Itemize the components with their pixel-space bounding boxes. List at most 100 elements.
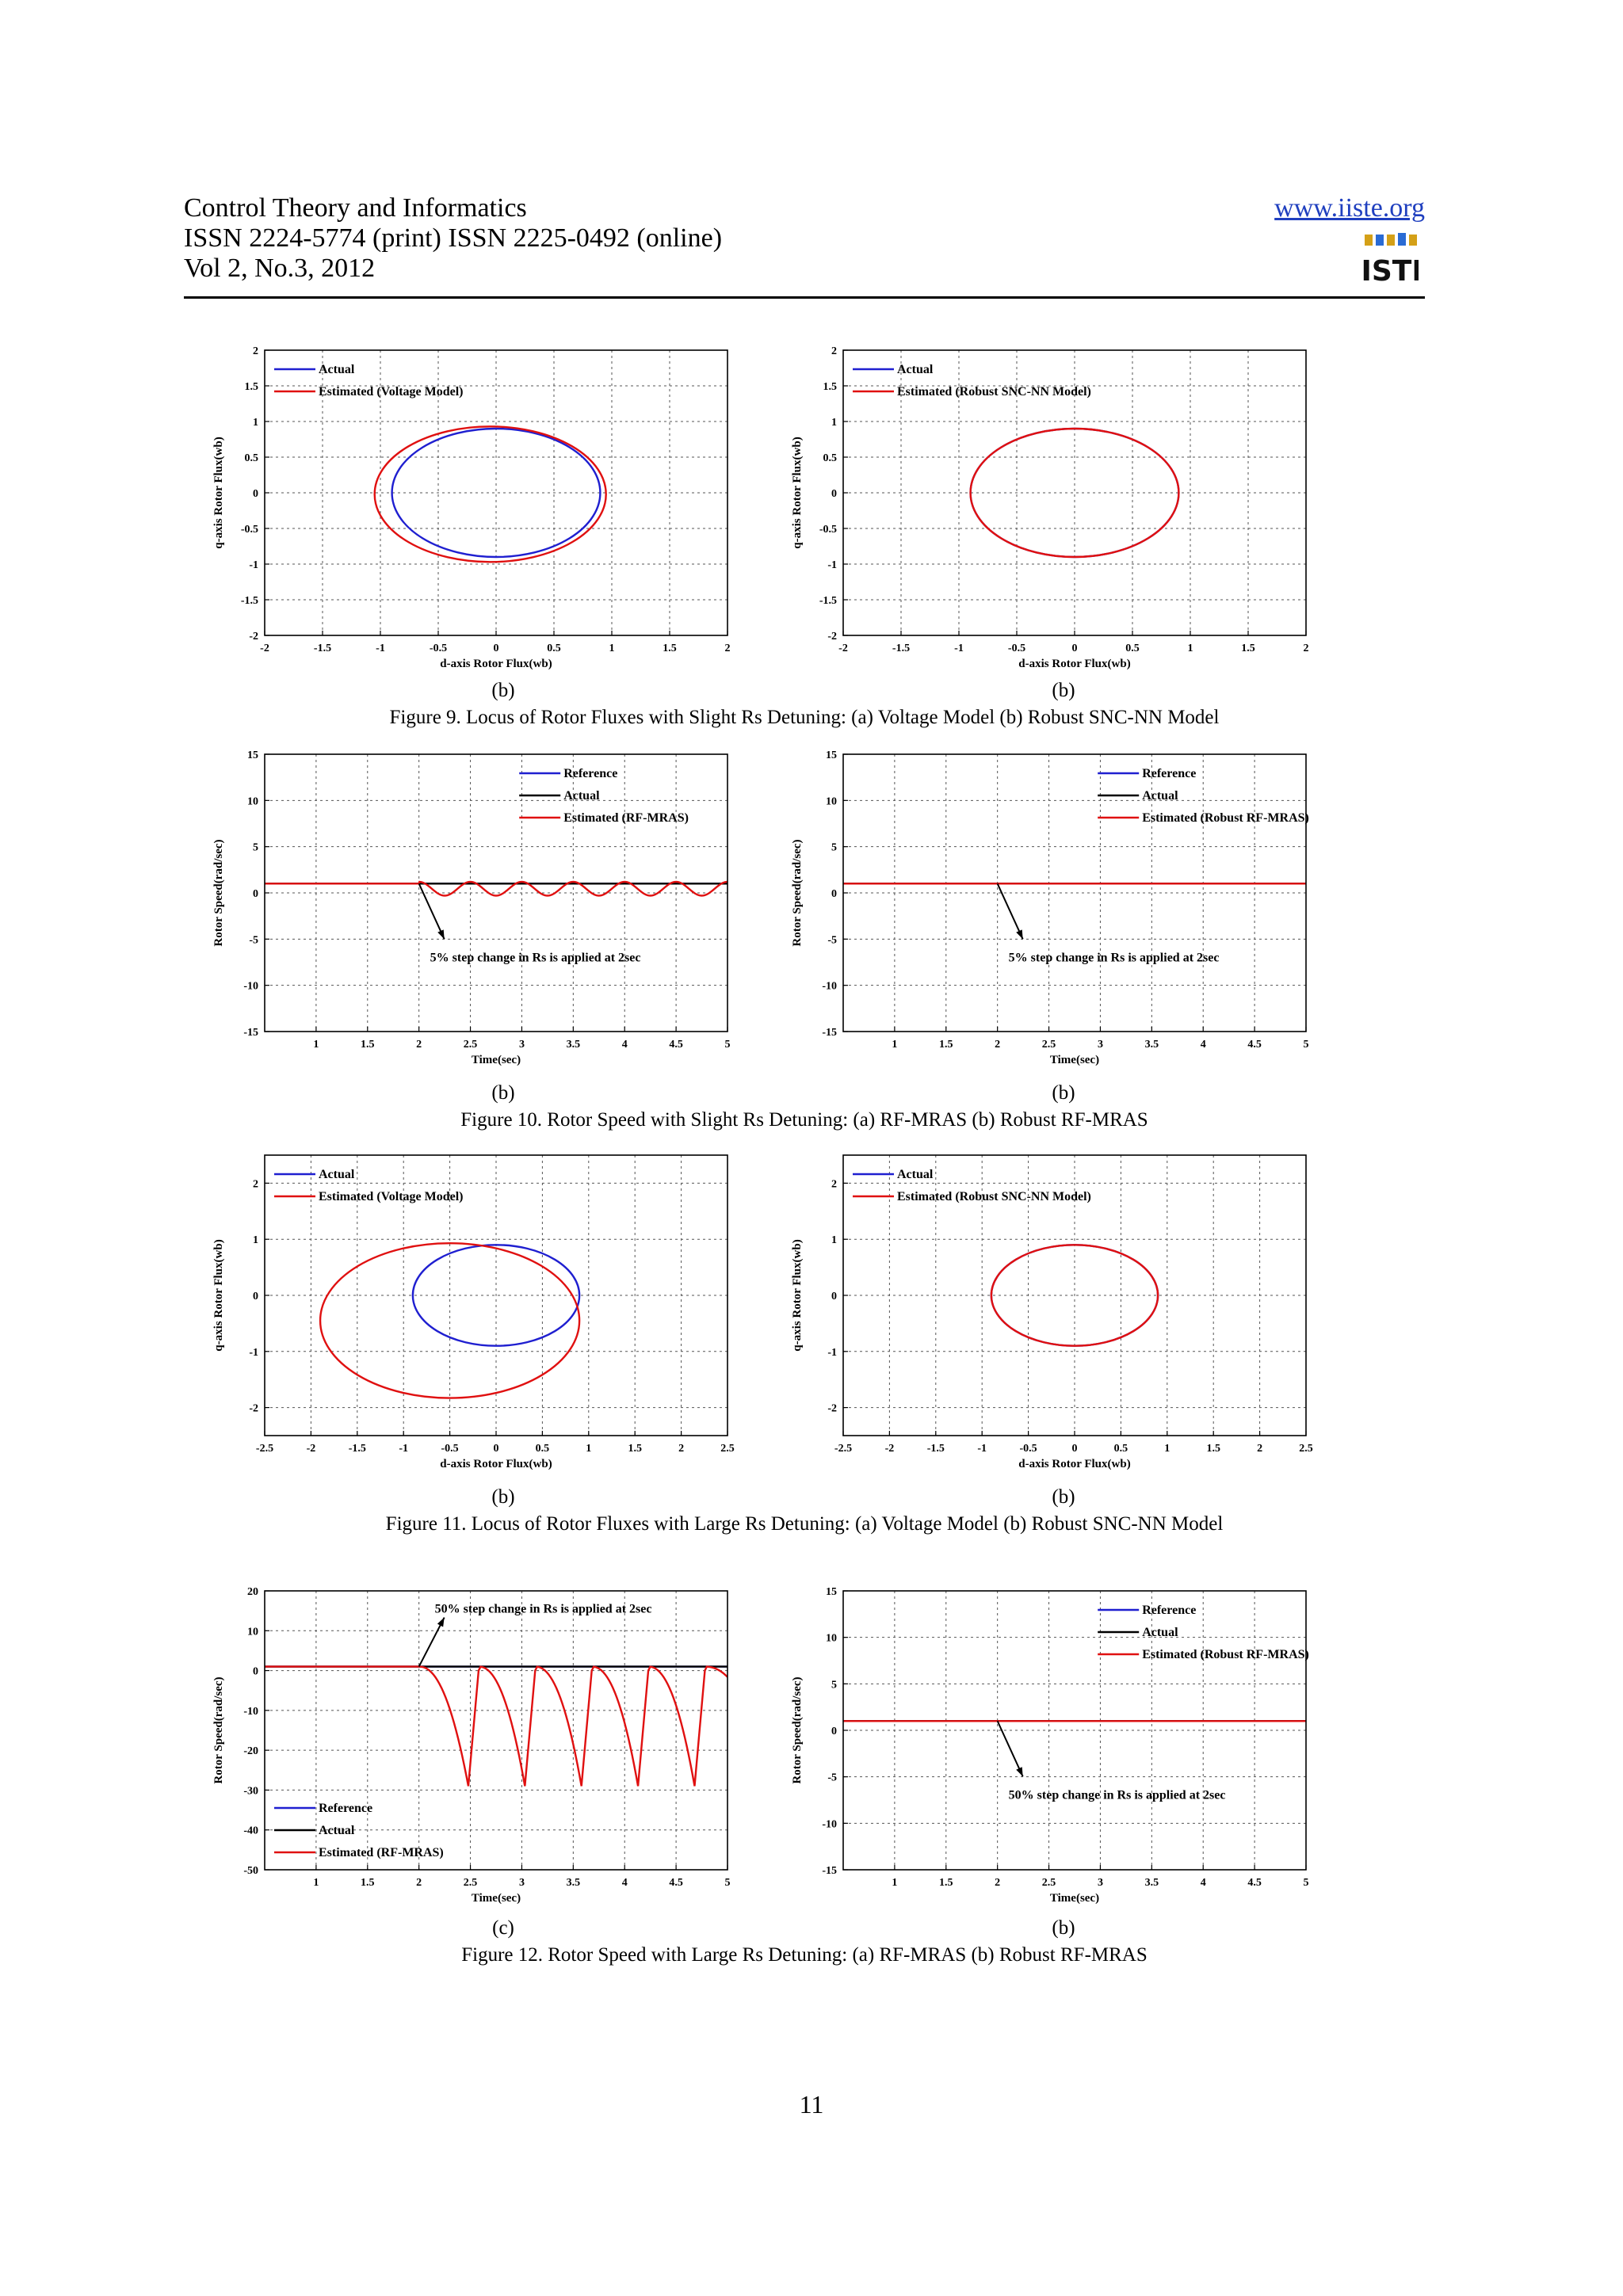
tick-label-y: 5: [253, 842, 258, 854]
tick-label-x: 0: [494, 1443, 499, 1455]
tick-label-x: 3: [519, 1039, 525, 1051]
tick-label-x: 3.5: [1145, 1039, 1159, 1051]
tick-label-x: 0.5: [536, 1443, 550, 1455]
x-axis-label: Time(sec): [472, 1054, 521, 1066]
tick-label-x: 1.5: [939, 1039, 953, 1051]
legend-entry: Estimated (RF-MRAS): [563, 811, 689, 825]
tick-label-y: 0: [253, 1666, 258, 1678]
legend-entry: Actual: [563, 789, 600, 803]
tick-label-x: 2.5: [1299, 1443, 1313, 1455]
tick-label-y: 0: [831, 888, 837, 900]
tick-label-y: 0.5: [245, 452, 259, 464]
subcaption-9-right: (b): [1052, 680, 1075, 701]
tick-label-x: 1: [586, 1443, 591, 1455]
legend-entry: Actual: [897, 1168, 934, 1181]
tick-label-x: 1.5: [361, 1039, 375, 1051]
tick-label-x: -1: [977, 1443, 987, 1455]
tick-label-x: 2: [1304, 643, 1309, 654]
tick-label-y: 1: [253, 1234, 258, 1246]
tick-label-x: -1.5: [892, 643, 910, 654]
series-actual: [411, 1244, 581, 1347]
journal-url-link[interactable]: www.iiste.org: [1274, 193, 1425, 223]
tick-label-y: 0: [831, 1291, 837, 1302]
chart-fig12-rf-mras: 1 1.5 2 2.5 3 3.5 4 4.5 5 -50 -40 -30 -20 -10 0 10 20 Ref…: [212, 1586, 731, 1905]
y-axis-label: q-axis Rotor Flux(wb): [791, 437, 804, 548]
tick-label-x: 2.5: [1042, 1877, 1056, 1889]
tick-label-x: 2.5: [720, 1443, 735, 1455]
tick-label-x: 1: [313, 1877, 319, 1889]
plot-area: [843, 1591, 1306, 1870]
annotation-arrowhead: [437, 1617, 445, 1627]
series-group: [990, 1244, 1159, 1347]
tick-label-y: -2: [827, 1403, 837, 1415]
legend-entry: Estimated (Voltage Model): [319, 385, 464, 399]
tick-label-x: 2: [416, 1877, 422, 1889]
x-axis-label: d-axis Rotor Flux(wb): [1018, 658, 1130, 670]
tick-label-y: -15: [822, 1027, 837, 1039]
page-header: Control Theory and Informatics ISSN 2224…: [184, 193, 1425, 296]
tick-label-y: 0: [253, 488, 258, 500]
series-actual: [391, 427, 601, 559]
tick-label-y: -30: [243, 1785, 258, 1797]
chart-fig9-voltage-model: -2 -1.5 -1 -0.5 0 0.5 1 1.5 2 -2 -1.5 -1 -0.5 0 0.5 1 1.…: [212, 345, 731, 670]
tick-label-y: 10: [826, 795, 837, 807]
tick-label-y: 1.5: [245, 381, 259, 393]
subcaption-11-left: (b): [491, 1486, 515, 1508]
tick-label-x: 1: [892, 1877, 897, 1889]
series-group: [319, 1241, 581, 1399]
series-group: [265, 880, 727, 897]
tick-label-x: 1.5: [628, 1443, 642, 1455]
journal-title: Control Theory and Informatics: [184, 193, 527, 223]
tick-label-x: 2.5: [464, 1039, 478, 1051]
legend-entry: Reference: [1142, 1604, 1196, 1617]
journal-volume: Vol 2, No.3, 2012: [184, 254, 376, 283]
tick-label-x: 2.5: [1042, 1039, 1056, 1051]
series-estimated-robust-snc-nn-model: [990, 1244, 1159, 1347]
y-axis-label: q-axis Rotor Flux(wb): [791, 1239, 804, 1351]
tick-label-y: 5: [831, 842, 837, 854]
subcaption-10-left: (b): [491, 1082, 515, 1104]
tick-label-y: -0.5: [819, 524, 837, 536]
tick-label-y: -10: [822, 981, 837, 993]
tick-label-y: -20: [243, 1745, 258, 1757]
tick-label-x: -0.5: [1020, 1443, 1037, 1455]
tick-label-y: -1.5: [819, 595, 837, 607]
series-group: [265, 1665, 727, 1787]
journal-issn: ISSN 2224-5774 (print) ISSN 2225-0492 (o…: [184, 223, 723, 253]
tick-label-x: -2.5: [834, 1443, 852, 1455]
tick-label-x: 1: [1164, 1443, 1170, 1455]
figure-12-caption: Figure 12. Rotor Speed with Large Rs Det…: [461, 1944, 1148, 1966]
plot-frame: [842, 349, 1307, 636]
annotation-text: 50% step change in Rs is applied at 2sec: [1009, 1788, 1226, 1802]
tick-label-x: 1.5: [1241, 643, 1255, 654]
tick-label-y: -10: [243, 1706, 258, 1718]
subcaption-11-right: (b): [1052, 1486, 1075, 1508]
tick-label-y: 1: [831, 417, 837, 429]
chart-fig9-snc-nn-model: -2 -1.5 -1 -0.5 0 0.5 1 1.5 2 -2 -1.5 -1 -0.5 0 0.5 1 1.…: [791, 345, 1309, 670]
tick-label-x: 5: [725, 1039, 731, 1051]
tick-label-x: 4: [622, 1877, 628, 1889]
series-estimated-rf-mras: [265, 1665, 727, 1787]
tick-label-x: 2.5: [464, 1877, 478, 1889]
tick-label-x: -0.5: [441, 1443, 459, 1455]
legend-entry: Actual: [897, 363, 934, 376]
tick-label-x: 1.5: [361, 1877, 375, 1889]
tick-label-y: 5: [831, 1679, 837, 1691]
subcaption-12-right: (b): [1052, 1917, 1075, 1939]
tick-label-y: 2: [253, 345, 258, 357]
tick-label-x: 3: [519, 1877, 525, 1889]
legend-entry: Reference: [1142, 767, 1196, 780]
tick-label-x: 3.5: [567, 1039, 581, 1051]
series-estimated-voltage-model: [319, 1241, 581, 1399]
tick-label-x: -2: [885, 1443, 895, 1455]
tick-label-x: 1: [609, 643, 615, 654]
chart-fig12-robust-rf-mras: 1 1.5 2 2.5 3 3.5 4 4.5 5 -15 -10 -5 0 5 10 15 Reference…: [791, 1586, 1309, 1905]
tick-label-y: -2: [249, 631, 258, 643]
tick-label-y: -1: [827, 559, 837, 571]
annotation-arrow: [996, 883, 1024, 940]
tick-label-x: 5: [725, 1877, 731, 1889]
tick-label-x: 3.5: [567, 1877, 581, 1889]
y-axis-label: q-axis Rotor Flux(wb): [212, 437, 225, 548]
tick-label-x: 4: [1201, 1039, 1206, 1051]
annotation-arrowhead: [437, 929, 445, 940]
